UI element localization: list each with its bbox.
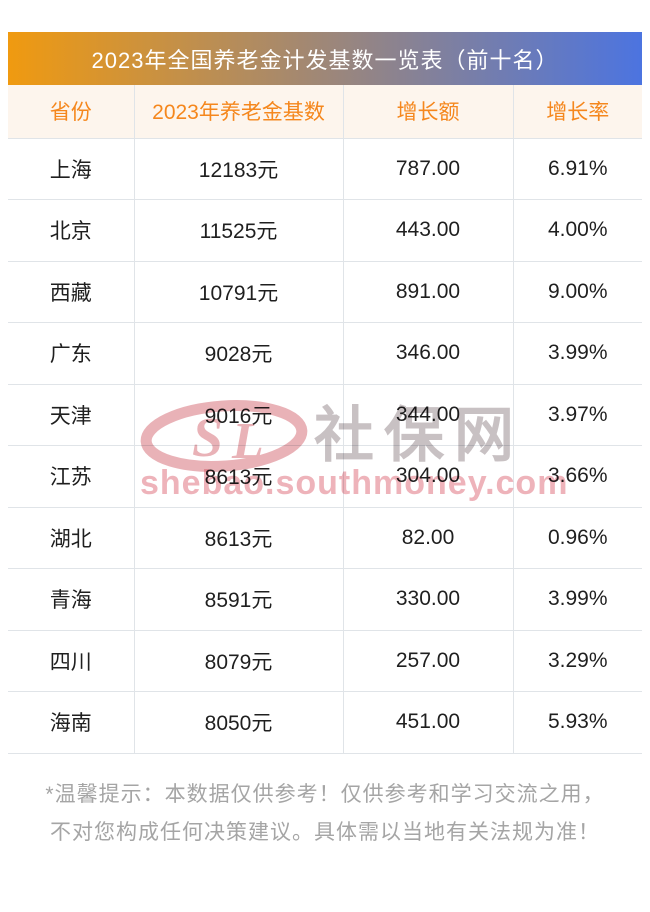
table-header: 省份 2023年养老金基数 增长额 增长率 — [8, 85, 642, 139]
table-row: 湖北 8613元 82.00 0.96% — [8, 507, 642, 569]
disclaimer-line-1: *温馨提示：本数据仅供参考！仅供参考和学习交流之用， — [45, 782, 605, 806]
column-header-province: 省份 — [8, 85, 134, 139]
cell-growth-rate: 5.93% — [512, 691, 642, 754]
column-header-growth-rate: 增长率 — [512, 85, 642, 139]
table-row: 西藏 10791元 891.00 9.00% — [8, 261, 642, 323]
cell-growth-rate: 3.66% — [512, 445, 642, 508]
cell-growth-amount: 891.00 — [342, 261, 513, 323]
cell-base: 9028元 — [133, 322, 343, 385]
cell-base: 8613元 — [133, 445, 343, 508]
cell-growth-amount: 257.00 — [342, 630, 513, 692]
table-row: 江苏 8613元 304.00 3.66% — [8, 445, 642, 508]
cell-province: 海南 — [8, 691, 134, 754]
table-row: 青海 8591元 330.00 3.99% — [8, 568, 642, 631]
cell-growth-rate: 6.91% — [512, 138, 642, 200]
cell-growth-rate: 3.97% — [512, 384, 642, 446]
column-header-growth-amount: 增长额 — [342, 85, 513, 139]
cell-growth-amount: 330.00 — [342, 568, 513, 631]
cell-base: 8613元 — [133, 507, 343, 569]
cell-base: 12183元 — [133, 138, 343, 200]
cell-base: 10791元 — [133, 261, 343, 323]
cell-base: 8591元 — [133, 568, 343, 631]
table-row: 上海 12183元 787.00 6.91% — [8, 138, 642, 200]
column-header-base: 2023年养老金基数 — [133, 85, 343, 139]
table-row: 北京 11525元 443.00 4.00% — [8, 199, 642, 262]
disclaimer-line-2: 不对您构成任何决策建议。具体需以当地有关法规为准！ — [50, 820, 600, 844]
cell-province: 青海 — [8, 568, 134, 631]
cell-growth-rate: 9.00% — [512, 261, 642, 323]
cell-growth-amount: 304.00 — [342, 445, 513, 508]
disclaimer-note: *温馨提示：本数据仅供参考！仅供参考和学习交流之用， 不对您构成任何决策建议。具… — [0, 776, 650, 852]
table-row: 四川 8079元 257.00 3.29% — [8, 630, 642, 692]
cell-province: 西藏 — [8, 261, 134, 323]
cell-base: 8079元 — [133, 630, 343, 692]
cell-base: 11525元 — [133, 199, 343, 262]
cell-province: 江苏 — [8, 445, 134, 508]
cell-growth-amount: 787.00 — [342, 138, 513, 200]
cell-growth-rate: 3.29% — [512, 630, 642, 692]
cell-growth-rate: 3.99% — [512, 322, 642, 385]
cell-province: 湖北 — [8, 507, 134, 569]
cell-province: 天津 — [8, 384, 134, 446]
cell-growth-amount: 346.00 — [342, 322, 513, 385]
cell-growth-rate: 4.00% — [512, 199, 642, 262]
cell-growth-amount: 443.00 — [342, 199, 513, 262]
cell-base: 9016元 — [133, 384, 343, 446]
cell-growth-amount: 451.00 — [342, 691, 513, 754]
table-row: 天津 9016元 344.00 3.97% — [8, 384, 642, 446]
cell-base: 8050元 — [133, 691, 343, 754]
table-row: 海南 8050元 451.00 5.93% — [8, 691, 642, 754]
cell-province: 上海 — [8, 138, 134, 200]
pension-table: 省份 2023年养老金基数 增长额 增长率 上海 12183元 787.00 6.91… — [8, 85, 642, 754]
cell-province: 四川 — [8, 630, 134, 692]
cell-province: 广东 — [8, 322, 134, 385]
cell-growth-amount: 344.00 — [342, 384, 513, 446]
table-row: 广东 9028元 346.00 3.99% — [8, 322, 642, 385]
header-row: 省份 2023年养老金基数 增长额 增长率 — [8, 85, 642, 139]
cell-growth-rate: 3.99% — [512, 568, 642, 631]
cell-growth-amount: 82.00 — [342, 507, 513, 569]
pension-table-page: 2023年全国养老金计发基数一览表（前十名） 省份 2023年养老金基数 增长额… — [0, 32, 650, 912]
cell-growth-rate: 0.96% — [512, 507, 642, 569]
cell-province: 北京 — [8, 199, 134, 262]
table-body: 上海 12183元 787.00 6.91% 北京 11525元 443.00 4.00% 西藏… — [8, 138, 642, 754]
page-title: 2023年全国养老金计发基数一览表（前十名） — [8, 32, 642, 85]
